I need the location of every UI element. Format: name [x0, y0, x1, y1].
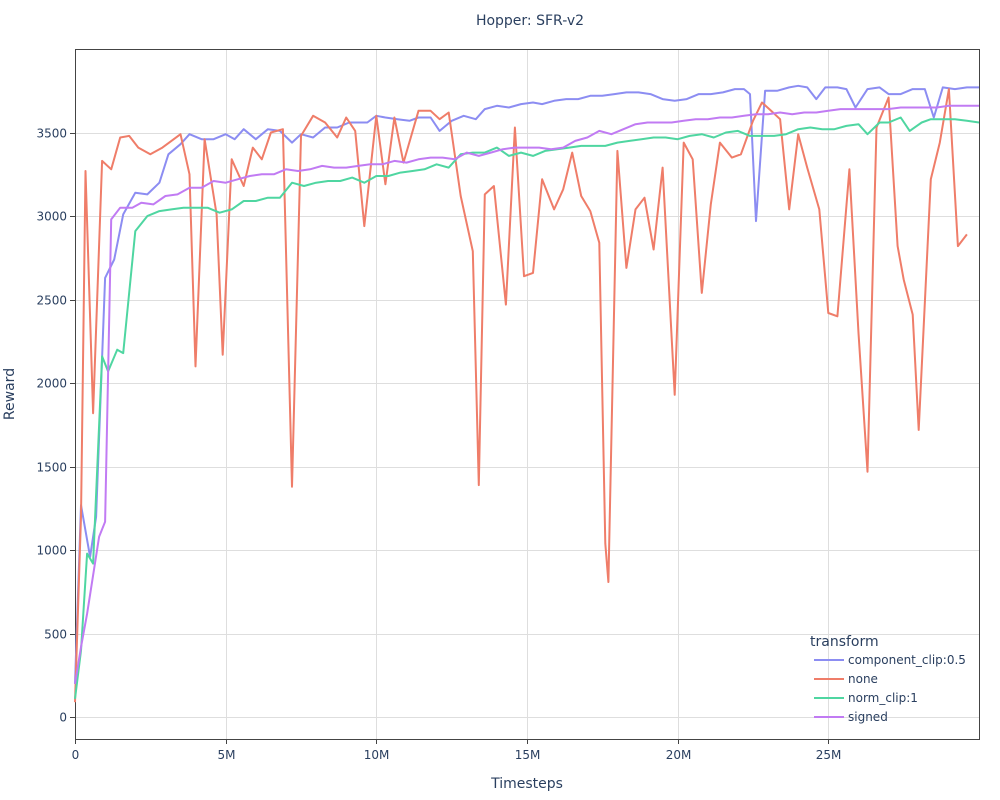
y-tick-label: 0: [59, 711, 67, 725]
legend-title: transform: [810, 634, 879, 650]
series-line-none: [74, 88, 968, 703]
chart-title: Hopper: SFR-v2: [476, 13, 584, 29]
series-line-signed: [74, 104, 979, 685]
y-tick-label: 2500: [36, 294, 67, 308]
series-line-component-clip-0-5: [74, 84, 979, 684]
x-tick-label: 5M: [218, 748, 236, 762]
x-tick-label: 15M: [515, 748, 541, 762]
y-tick-label: 500: [44, 628, 67, 642]
y-tick-label: 3000: [36, 210, 67, 224]
x-axis-ticks: 0 5M 10M 15M 20M 25M: [72, 739, 842, 762]
x-axis-title: Timesteps: [490, 776, 563, 792]
x-tick-label: 0: [72, 748, 80, 762]
y-axis-title: Reward: [2, 368, 18, 420]
series-line-norm-clip-1: [74, 116, 980, 700]
legend-label-signed: signed: [848, 710, 888, 724]
legend-label-component-clip-0-5: component_clip:0.5: [848, 653, 966, 667]
y-tick-label: 1000: [36, 544, 67, 558]
x-tick-label: 10M: [364, 748, 390, 762]
y-tick-label: 1500: [36, 461, 67, 475]
y-axis-ticks: 0 500 1000 1500 2000 2500 3000 3500: [36, 127, 75, 725]
x-tick-label: 20M: [666, 748, 692, 762]
legend-label-norm-clip-1: norm_clip:1: [848, 691, 918, 705]
x-tick-label: 25M: [816, 748, 842, 762]
legend-label-none: none: [848, 672, 878, 686]
y-tick-label: 2000: [36, 377, 67, 391]
y-tick-label: 3500: [36, 127, 67, 141]
series-lines: [74, 84, 980, 703]
